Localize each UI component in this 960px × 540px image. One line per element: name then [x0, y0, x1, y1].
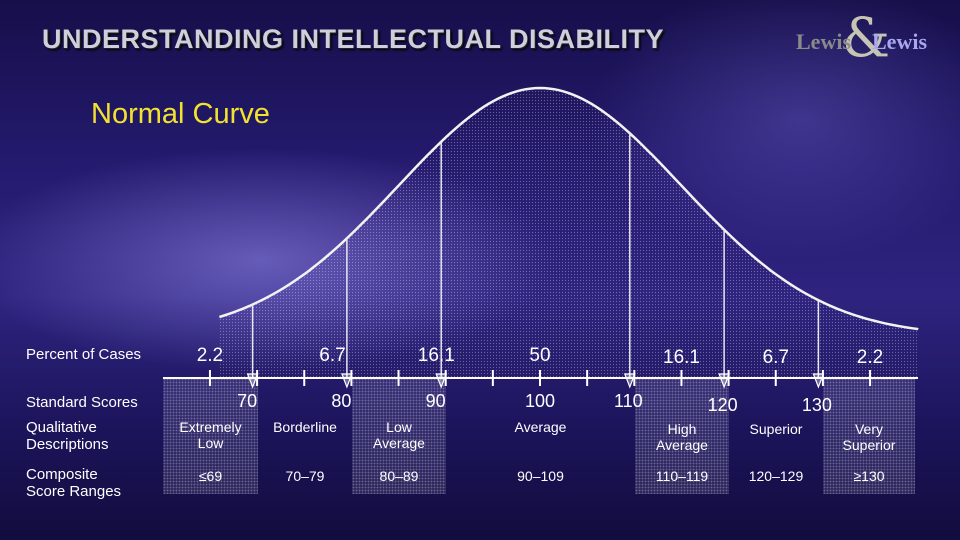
percent-label-7: 2.2	[857, 347, 883, 368]
row-label-line: Score Ranges	[26, 483, 122, 500]
score-label-110: 110	[614, 391, 643, 411]
row-label-composite-score-ranges: Composite Score Ranges	[26, 466, 121, 500]
description-borderline: Borderline	[258, 419, 352, 435]
score-label-130: 130	[802, 395, 832, 415]
normal-curve-line	[219, 86, 919, 331]
range-extremely-low: ≤69	[198, 468, 223, 484]
percent-label-3: 16.1	[418, 345, 455, 366]
shaded-column-extremely-low	[163, 378, 258, 494]
description-line: Extremely	[179, 419, 242, 435]
description-line: High	[667, 421, 697, 437]
shaded-column-low-average	[352, 378, 446, 494]
row-label-line: Descriptions	[26, 436, 109, 453]
score-label-70: 70	[237, 391, 257, 411]
description-superior: Superior	[729, 421, 823, 437]
description-line: Low	[386, 419, 412, 435]
row-label-percent-of-cases: Percent of Cases	[26, 346, 142, 363]
percent-labels: 2.2 6.7 16.1 50 16.1 6.7 2.2	[197, 345, 884, 368]
range-low-average: 80–89	[379, 468, 419, 484]
boundary-arrow	[718, 373, 730, 389]
logo-word-right: Lewis	[872, 29, 927, 54]
boundary-arrow	[812, 373, 825, 389]
description-low-average: Low Average	[352, 419, 446, 451]
row-label-standard-scores: Standard Scores	[26, 394, 138, 411]
row-label-line: Qualitative	[26, 419, 97, 436]
normal-curve-heading: Normal Curve	[91, 98, 270, 130]
percent-label-4: 50	[529, 345, 550, 366]
description-high-average: High Average	[635, 421, 729, 453]
score-label-100: 100	[525, 391, 555, 411]
percent-label-2: 6.7	[319, 345, 345, 366]
boundary-arrow	[623, 373, 636, 389]
percent-label-5: 16.1	[663, 347, 700, 368]
boundary-arrows	[246, 373, 825, 389]
shaded-column-very-superior	[823, 378, 915, 494]
range-borderline: 70–79	[285, 468, 325, 484]
description-extremely-low: Extremely Low	[163, 419, 258, 451]
percent-label-1: 2.2	[197, 345, 223, 366]
description-very-superior: Very Superior	[823, 421, 915, 453]
description-line: Average	[373, 435, 425, 451]
description-average: Average	[446, 419, 635, 435]
score-label-90: 90	[426, 391, 446, 411]
shaded-column-high-average	[635, 378, 729, 494]
description-line: Superior	[842, 437, 896, 453]
row-label-line: Composite	[26, 466, 98, 483]
axis-ticks	[208, 370, 872, 386]
description-line: Superior	[749, 421, 803, 437]
standard-score-labels: 70 80 90 100 110 120 130	[237, 391, 832, 415]
score-label-120: 120	[708, 395, 738, 415]
slide-title: UNDERSTANDING INTELLECTUAL DISABILITY	[42, 24, 664, 54]
logo-ampersand: &	[842, 6, 891, 69]
description-line: Average	[514, 419, 567, 435]
range-high-average: 110–119	[655, 468, 709, 484]
percent-label-6: 6.7	[763, 347, 789, 368]
description-line: Very	[854, 421, 883, 437]
range-very-superior: ≥130	[853, 468, 885, 484]
curve-divider-lines	[251, 133, 820, 378]
row-label-qualitative-descriptions: Qualitative Descriptions	[26, 419, 109, 453]
boundary-arrow	[246, 373, 259, 389]
description-line: Low	[197, 435, 224, 451]
description-line: Borderline	[273, 419, 337, 435]
logo-word-left: Lewis	[796, 29, 851, 54]
description-line: Average	[656, 437, 708, 453]
curve-area-fill	[219, 88, 918, 378]
score-label-80: 80	[331, 391, 351, 411]
lewis-and-lewis-logo: & Lewis Lewis	[792, 6, 944, 72]
boundary-arrow	[341, 373, 353, 389]
range-superior: 120–129	[748, 468, 804, 484]
range-average: 90–109	[517, 468, 564, 484]
boundary-arrow	[435, 373, 448, 389]
